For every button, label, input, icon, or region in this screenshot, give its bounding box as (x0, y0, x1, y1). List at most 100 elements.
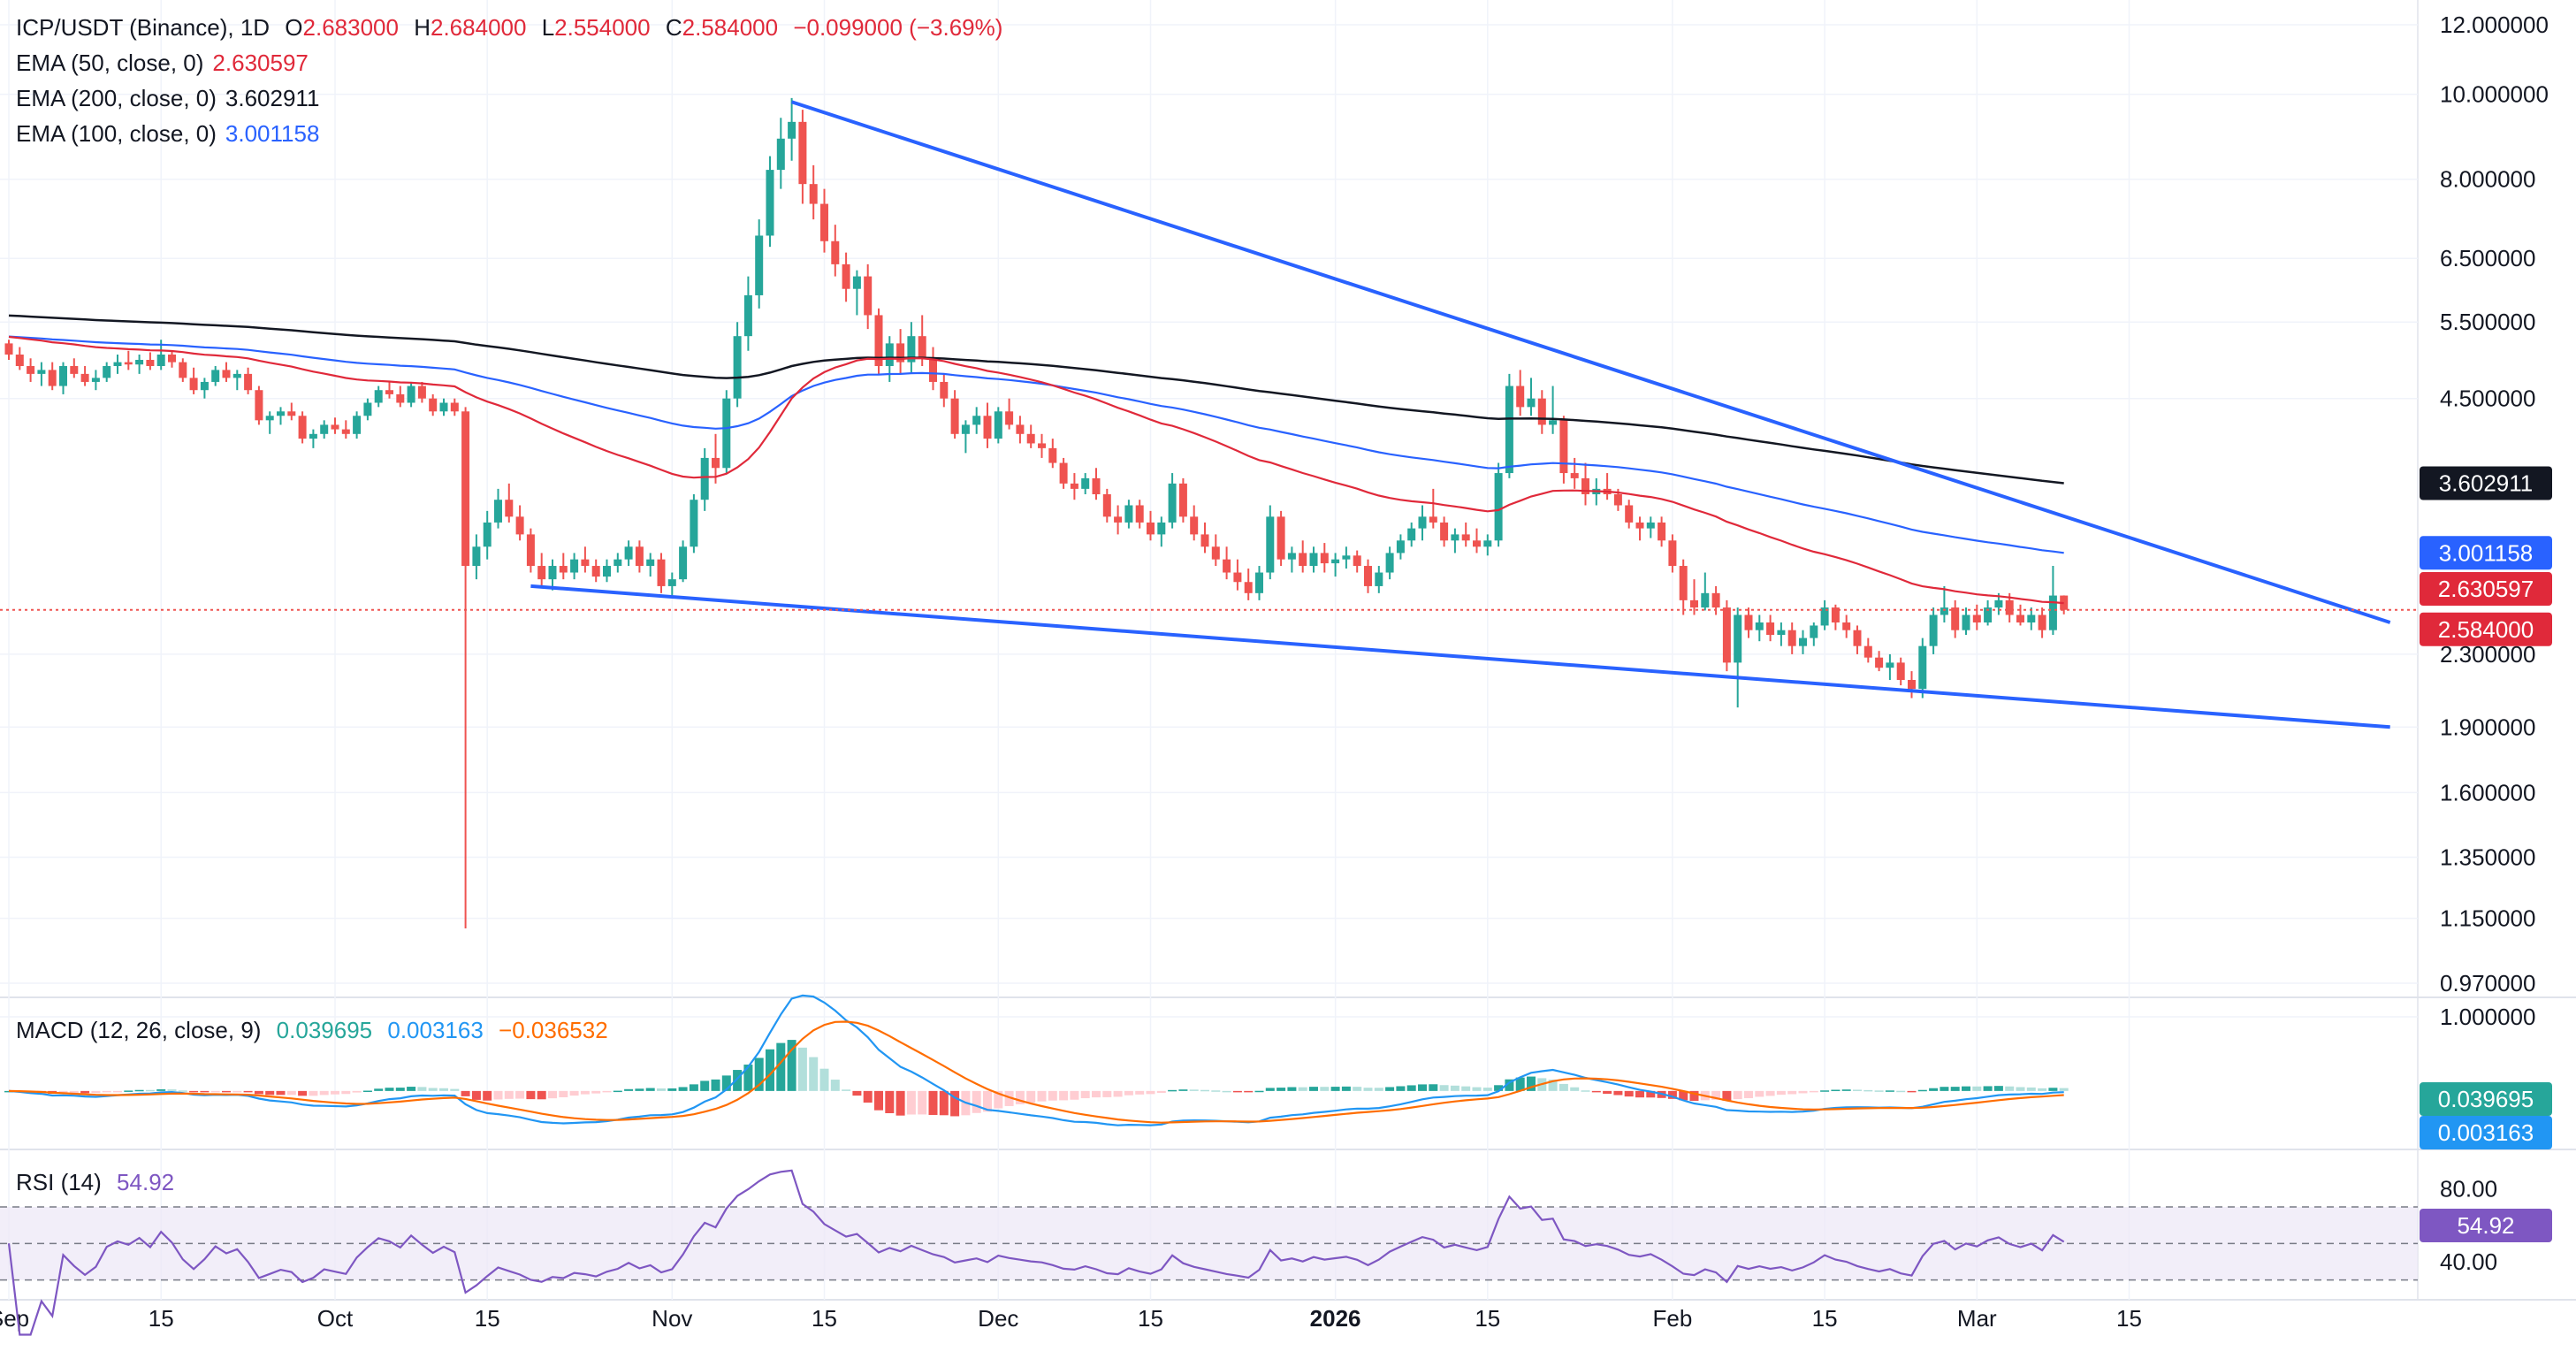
candle-body (1102, 493, 1111, 517)
candle-body (1081, 477, 1090, 489)
macd-histogram-bar (385, 1088, 394, 1091)
candle-body (591, 566, 600, 577)
rsi-line (7, 1169, 2065, 1336)
macd-histogram-bar (222, 1090, 231, 1093)
low-value: 2.554000 (554, 14, 651, 41)
candle-body (603, 566, 611, 577)
candle-body (27, 365, 35, 374)
macd-histogram-bar (950, 1090, 960, 1117)
macd-histogram-bar (994, 1090, 1003, 1109)
candle-body (4, 343, 13, 355)
candle-body (1842, 622, 1851, 630)
candle-body (1266, 516, 1275, 573)
candle-body (1994, 599, 2003, 608)
macd-histogram-bar (689, 1084, 698, 1091)
macd-histogram-bar (721, 1075, 731, 1091)
macd-histogram-bar (896, 1090, 905, 1116)
macd-histogram-bar (1092, 1090, 1101, 1098)
ema50-badge: 2.630597 (2438, 576, 2534, 602)
macd-histogram-bar (461, 1090, 470, 1096)
time-tick-label: Nov (652, 1305, 692, 1332)
candle-body (1799, 638, 1807, 646)
candle-body (1918, 645, 1927, 690)
macd-histogram-bar (145, 1089, 155, 1092)
macd-histogram-bar (1439, 1085, 1449, 1091)
macd-histogram-bar (58, 1090, 68, 1094)
candle-body (2016, 615, 2024, 622)
candle-body (788, 121, 796, 139)
candle-body (1299, 553, 1307, 567)
symbol-legend: ICP/USDT (Binance), 1D O2.683000 H2.6840… (16, 14, 1011, 42)
macd-histogram-bar (1482, 1088, 1492, 1091)
macd-histogram-bar (1200, 1089, 1209, 1092)
candle-body (156, 354, 165, 366)
macd-histogram-bar (1450, 1085, 1459, 1091)
macd-histogram-bar (1559, 1083, 1568, 1091)
candle-body (1635, 522, 1644, 529)
candle-body (103, 365, 111, 378)
macd-histogram-bar (1962, 1086, 1970, 1091)
macd-histogram-bar (928, 1090, 938, 1115)
candle-body (2027, 615, 2036, 622)
candle-body (1570, 473, 1579, 478)
macd-histogram-bar (1189, 1089, 1199, 1091)
candle-body (624, 546, 633, 560)
macd-histogram-bar (559, 1090, 568, 1097)
macd-histogram-bar (1527, 1076, 1536, 1091)
macd-histogram-bar (1330, 1087, 1340, 1091)
candle-body (515, 516, 524, 535)
candle-body (809, 184, 818, 204)
macd-histogram-bar (483, 1090, 492, 1101)
macd-histogram-bar (1429, 1084, 1438, 1091)
macd-hist-badge: 0.039695 (2438, 1086, 2534, 1112)
macd-histogram-bar (645, 1088, 655, 1091)
candle-body (168, 354, 176, 363)
rsi-tick-label: 80.00 (2440, 1175, 2497, 1202)
candle-body (461, 411, 470, 567)
price-tick-label: 1.150000 (2440, 905, 2535, 932)
macd-hist-value: 0.039695 (276, 1017, 373, 1043)
macd-histogram-bar (309, 1090, 318, 1096)
macd-histogram-bar (591, 1090, 601, 1094)
macd-histogram-bar (319, 1090, 329, 1096)
candle-body (407, 386, 415, 403)
macd-histogram-bar (1972, 1086, 1982, 1091)
candle-body (1147, 522, 1155, 535)
candle-body (1483, 540, 1492, 547)
macd-histogram-bar (1581, 1090, 1590, 1092)
macd-histogram-bar (700, 1080, 710, 1091)
macd-histogram-bar (69, 1090, 79, 1094)
macd-histogram-bar (1406, 1085, 1416, 1091)
ema50-value: 2.630597 (212, 50, 309, 76)
candle-body (2038, 615, 2046, 630)
macd-histogram-bar (1254, 1090, 1264, 1093)
price-tick-label: 6.500000 (2440, 245, 2535, 271)
macd-histogram-bar (766, 1049, 774, 1091)
macd-histogram-bar (1613, 1090, 1623, 1096)
candle-body (1223, 559, 1231, 573)
ema200-label: EMA (200, close, 0) (16, 85, 217, 111)
candle-body (972, 416, 981, 425)
macd-histogram-bar (91, 1090, 101, 1094)
candle-body (1342, 555, 1351, 560)
candle-body (222, 370, 231, 378)
time-tick-label: 15 (475, 1305, 500, 1332)
candle-body (1070, 483, 1078, 489)
macd-histogram-bar (1765, 1090, 1775, 1096)
candle-body (179, 362, 187, 378)
rsi-badge-bg (2420, 1209, 2552, 1242)
macd-histogram-bar (395, 1088, 405, 1091)
candle-body (298, 416, 307, 439)
time-tick-label: Mar (1957, 1305, 1997, 1332)
candle-body (657, 559, 666, 586)
price-tick-label: 1.350000 (2440, 844, 2535, 871)
candle-body (950, 398, 959, 434)
time-tick-label: Oct (317, 1305, 354, 1332)
macd-histogram-bar (983, 1090, 992, 1112)
candle-body (1658, 522, 1666, 541)
ema100-line (8, 335, 2064, 554)
macd-histogram-bar (210, 1090, 220, 1093)
candle-body (385, 390, 393, 394)
candle-body (1026, 433, 1035, 444)
